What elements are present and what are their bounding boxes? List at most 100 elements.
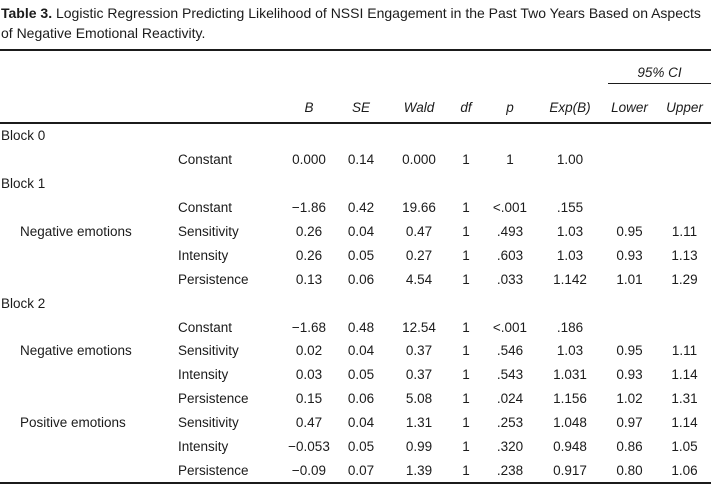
data-row: Intensity 0.26 0.05 0.27 1 .603 1.03 0.93 1.13 xyxy=(0,243,711,267)
cell-Lower: 0.95 xyxy=(616,343,643,359)
cell-p: .238 xyxy=(496,462,524,478)
cell-Lower: 0.97 xyxy=(616,415,643,431)
cell-Upper: 1.31 xyxy=(671,391,698,407)
data-row: Persistence −0.09 0.07 1.39 1 .238 0.917 0.80 1.… xyxy=(0,458,711,482)
cell-p: <.001 xyxy=(492,200,528,216)
col-header-df: df xyxy=(460,100,472,115)
col-header-B: B xyxy=(304,100,314,115)
cell-B: −1.68 xyxy=(291,319,327,335)
data-row: Intensity −0.053 0.05 0.99 1 .320 0.948 0.86 1.0… xyxy=(0,435,711,459)
cell-ExpB: 1.048 xyxy=(553,415,587,431)
predictor-label: Intensity xyxy=(178,367,229,383)
cell-p: .033 xyxy=(496,271,524,287)
cell-B: −0.09 xyxy=(291,462,327,478)
data-row: Persistence 0.15 0.06 5.08 1 .024 1.156 1.02 1.3… xyxy=(0,387,711,411)
cell-Upper: 1.11 xyxy=(671,343,698,359)
col-header-p: p xyxy=(506,100,514,115)
data-row: Constant 0.000 0.14 0.000 1 1 1.00 xyxy=(0,148,711,172)
cell-SE: 0.42 xyxy=(347,200,375,216)
data-row: Intensity 0.03 0.05 0.37 1 .543 1.031 0.93 1.14 xyxy=(0,363,711,387)
data-row: Negative emotions Sensitivity 0.26 0.04 0.47… xyxy=(0,220,711,244)
cell-df: 1 xyxy=(462,152,470,168)
cell-B: 0.15 xyxy=(295,391,323,407)
cell-ExpB: 0.948 xyxy=(553,439,587,455)
table-title: Table 3. Logistic Regression Predicting … xyxy=(0,0,711,47)
col-header-Lower: Lower xyxy=(611,100,648,115)
cell-Lower: 1.01 xyxy=(616,271,643,287)
cell-Lower: 1.02 xyxy=(616,391,643,407)
col-header-SE: SE xyxy=(351,100,370,115)
cell-B: 0.26 xyxy=(295,247,323,263)
data-row: Constant −1.68 0.48 12.54 1 <.001 .186 xyxy=(0,315,711,339)
cell-B: 0.13 xyxy=(295,271,323,287)
cell-SE: 0.48 xyxy=(347,319,375,335)
cell-df: 1 xyxy=(462,439,470,455)
data-row: Constant −1.86 0.42 19.66 1 <.001 .155 xyxy=(0,196,711,220)
cell-ExpB: 1.03 xyxy=(556,343,584,359)
cell-SE: 0.06 xyxy=(347,391,375,407)
table-caption: Logistic Regression Predicting Likelihoo… xyxy=(1,5,701,41)
predictor-label: Sensitivity xyxy=(178,224,239,239)
cell-ExpB: .186 xyxy=(556,319,584,335)
cell-df: 1 xyxy=(462,415,470,431)
cell-ExpB: 1.031 xyxy=(553,367,587,383)
cell-Wald: 0.27 xyxy=(405,247,433,263)
predictor-label: Intensity xyxy=(178,247,229,263)
cell-p: .320 xyxy=(496,439,524,455)
predictor-label: Sensitivity xyxy=(178,343,239,359)
cell-Upper: 1.11 xyxy=(671,224,698,239)
cell-B: −0.053 xyxy=(288,439,330,455)
cell-p: .493 xyxy=(496,224,524,239)
cell-df: 1 xyxy=(462,391,470,407)
cell-Lower: 0.95 xyxy=(616,224,643,239)
cell-ExpB: 1.156 xyxy=(553,391,587,407)
cell-df: 1 xyxy=(462,343,470,359)
cell-B: −1.86 xyxy=(291,200,327,216)
cell-df: 1 xyxy=(462,462,470,478)
ci-spanner-row: 95% CI xyxy=(0,51,711,84)
block-row: Block 0 xyxy=(0,124,711,148)
cell-B: 0.02 xyxy=(295,343,323,359)
cell-ExpB: 1.142 xyxy=(553,271,587,287)
cell-Upper: 1.05 xyxy=(671,439,698,455)
col-header-ExpB: Exp(B) xyxy=(549,100,591,115)
cell-Upper: 1.14 xyxy=(671,367,698,383)
cell-Wald: 12.54 xyxy=(402,319,436,335)
cell-B: 0.26 xyxy=(295,224,323,239)
cell-Lower: 0.93 xyxy=(616,367,643,383)
group-label: Positive emotions xyxy=(20,415,126,431)
cell-Lower: 0.86 xyxy=(616,439,643,455)
cell-SE: 0.06 xyxy=(347,271,375,287)
col-header-Wald: Wald xyxy=(403,100,435,115)
cell-p: .253 xyxy=(496,415,524,431)
cell-p: .603 xyxy=(496,247,524,263)
cell-Upper: 1.06 xyxy=(671,462,698,478)
cell-B: 0.47 xyxy=(295,415,323,431)
data-row: Negative emotions Sensitivity 0.02 0.04 0.37… xyxy=(0,339,711,363)
cell-p: .546 xyxy=(496,343,524,359)
cell-Upper: 1.29 xyxy=(671,271,698,287)
block-row: Block 2 xyxy=(0,291,711,315)
cell-df: 1 xyxy=(462,247,470,263)
cell-Wald: 1.31 xyxy=(405,415,433,431)
predictor-label: Persistence xyxy=(178,271,249,287)
group-label: Negative emotions xyxy=(20,224,132,239)
cell-p: .024 xyxy=(496,391,524,407)
cell-Wald: 0.000 xyxy=(402,152,436,168)
cell-Wald: 19.66 xyxy=(402,200,436,216)
cell-ExpB: 0.917 xyxy=(553,462,587,478)
block-label: Block 0 xyxy=(1,128,46,144)
cell-ExpB: 1.03 xyxy=(556,247,584,263)
data-row: Positive emotions Sensitivity 0.47 0.04 1.31… xyxy=(0,411,711,435)
cell-SE: 0.04 xyxy=(347,415,375,431)
cell-Wald: 4.54 xyxy=(405,271,433,287)
cell-SE: 0.07 xyxy=(347,462,375,478)
cell-df: 1 xyxy=(462,224,470,239)
cell-Wald: 0.99 xyxy=(405,439,433,455)
predictor-label: Constant xyxy=(178,152,233,168)
cell-Wald: 5.08 xyxy=(405,391,433,407)
data-row: Persistence 0.13 0.06 4.54 1 .033 1.142 1.01 1.2… xyxy=(0,267,711,291)
cell-SE: 0.14 xyxy=(347,152,375,168)
cell-p: .543 xyxy=(496,367,524,383)
cell-B: 0.03 xyxy=(295,367,323,383)
